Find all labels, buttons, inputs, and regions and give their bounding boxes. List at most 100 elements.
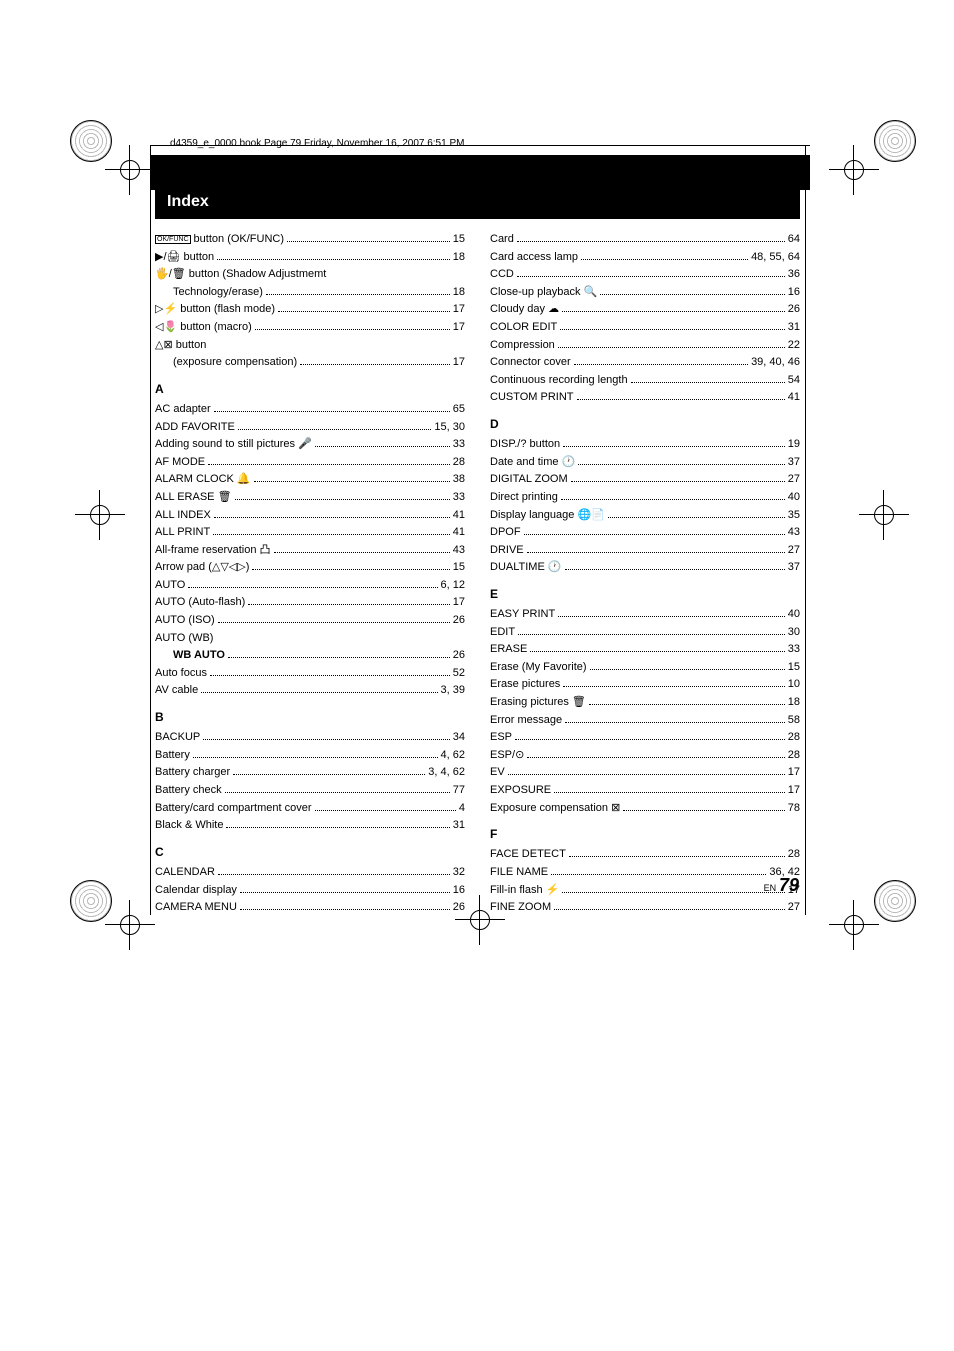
index-entry-label: Compression: [490, 337, 555, 355]
index-entry: ALL INDEX41: [155, 507, 465, 525]
index-entry-label: Fill-in flash ⚡: [490, 882, 559, 900]
index-entry: CALENDAR32: [155, 864, 465, 882]
index-entry-page: 43: [453, 542, 465, 560]
index-entry: ESP28: [490, 729, 800, 747]
index-entry-label: DISP./? button: [490, 436, 560, 454]
index-entry-page: 26: [453, 612, 465, 630]
index-entry: ▷⚡ button (flash mode)17: [155, 301, 465, 319]
leader-dots: [623, 810, 784, 811]
index-entry-label: Close-up playback 🔍: [490, 284, 597, 302]
leader-dots: [578, 464, 785, 465]
okfunc-icon: OK/FUNC: [155, 235, 191, 244]
index-entry: WB AUTO26: [155, 647, 465, 665]
index-entry-label: AF MODE: [155, 454, 205, 472]
index-entry: Battery4, 62: [155, 747, 465, 765]
index-entry-page: 26: [453, 899, 465, 917]
crosshair-ml: [75, 490, 125, 540]
index-entry: DRIVE27: [490, 542, 800, 560]
index-title: Index: [155, 185, 800, 219]
leader-dots: [600, 294, 785, 295]
leader-dots: [517, 241, 785, 242]
index-entry-page: 37: [788, 559, 800, 577]
index-entry: AUTO6, 12: [155, 577, 465, 595]
index-entry: CCD36: [490, 266, 800, 284]
leader-dots: [554, 792, 785, 793]
index-entry-page: 26: [788, 301, 800, 319]
index-entry-page: 17: [788, 782, 800, 800]
page-content: Index OK/FUNC button (OK/FUNC)15▶/🖨 butt…: [155, 140, 800, 917]
index-entry: AC adapter65: [155, 401, 465, 419]
index-entry-page: 15, 30: [434, 419, 465, 437]
index-entry-page: 4: [459, 800, 465, 818]
leader-dots: [214, 517, 450, 518]
index-entry: CAMERA MENU26: [155, 899, 465, 917]
index-entry: FILE NAME36, 42: [490, 864, 800, 882]
index-entry-page: 17: [788, 764, 800, 782]
leader-dots: [563, 686, 784, 687]
index-entry: AF MODE28: [155, 454, 465, 472]
leader-dots: [214, 411, 450, 412]
index-entry-label: Date and time 🕐: [490, 454, 575, 472]
index-entry-label: AUTO: [155, 577, 185, 595]
leader-dots: [577, 399, 785, 400]
index-entry-page: 17: [453, 301, 465, 319]
leader-dots: [590, 669, 785, 670]
index-entry: Erasing pictures 🗑18: [490, 694, 800, 712]
index-entry-label: △⊠ button: [155, 337, 206, 355]
index-entry-page: 22: [788, 337, 800, 355]
index-entry-label: Battery/card compartment cover: [155, 800, 312, 818]
index-entry-page: 16: [453, 882, 465, 900]
leader-dots: [561, 499, 785, 500]
leader-dots: [518, 634, 785, 635]
index-entry: Battery charger3, 4, 62: [155, 764, 465, 782]
leader-dots: [240, 909, 450, 910]
index-entry: Battery/card compartment cover 4: [155, 800, 465, 818]
index-entry-page: 39, 40, 46: [751, 354, 800, 372]
leader-dots: [315, 446, 450, 447]
index-entry-page: 18: [453, 284, 465, 302]
index-entry-label: EXPOSURE: [490, 782, 551, 800]
leader-dots: [254, 481, 450, 482]
leader-dots: [631, 382, 785, 383]
index-entry-page: 41: [453, 524, 465, 542]
index-entry: AUTO (Auto-flash)17: [155, 594, 465, 612]
index-entry: Erase pictures10: [490, 676, 800, 694]
index-entry: Card access lamp48, 55, 64: [490, 249, 800, 267]
leader-dots: [213, 534, 450, 535]
index-entry-label: FILE NAME: [490, 864, 548, 882]
index-entry-page: 19: [788, 436, 800, 454]
crosshair-tr: [829, 145, 879, 195]
index-entry-label: Adding sound to still pictures 🎤: [155, 436, 312, 454]
index-entry-page: 10: [788, 676, 800, 694]
leader-dots: [554, 909, 785, 910]
leader-dots: [274, 552, 450, 553]
index-entry: Compression 22: [490, 337, 800, 355]
index-entry-label: Erase (My Favorite): [490, 659, 587, 677]
index-entry-page: 27: [788, 899, 800, 917]
index-entry-label: ▶/🖨 button: [155, 249, 214, 267]
crosshair-mr: [859, 490, 909, 540]
page-footer: EN 79: [764, 875, 799, 896]
index-entry-label: Exposure compensation ⊠: [490, 800, 620, 818]
leader-dots: [218, 874, 450, 875]
index-entry: FINE ZOOM27: [490, 899, 800, 917]
index-entry: EV17: [490, 764, 800, 782]
index-entry-label: AUTO (ISO): [155, 612, 215, 630]
crosshair-br: [829, 900, 879, 950]
index-entry-label: Display language 🌐📄: [490, 507, 605, 525]
index-entry-label: (exposure compensation): [173, 354, 297, 372]
leader-dots: [563, 446, 785, 447]
leader-dots: [581, 259, 748, 260]
leader-dots: [608, 517, 785, 518]
index-entry-label: EASY PRINT: [490, 606, 555, 624]
index-entry-label: Calendar display: [155, 882, 237, 900]
leader-dots: [248, 604, 449, 605]
frame-line-right: [805, 145, 806, 915]
index-entry-label: Connector cover: [490, 354, 571, 372]
index-entry: EASY PRINT40: [490, 606, 800, 624]
index-entry-page: 27: [788, 471, 800, 489]
index-entry-label: CALENDAR: [155, 864, 215, 882]
index-entry: BACKUP34: [155, 729, 465, 747]
index-entry: CUSTOM PRINT41: [490, 389, 800, 407]
index-entry: FACE DETECT28: [490, 846, 800, 864]
